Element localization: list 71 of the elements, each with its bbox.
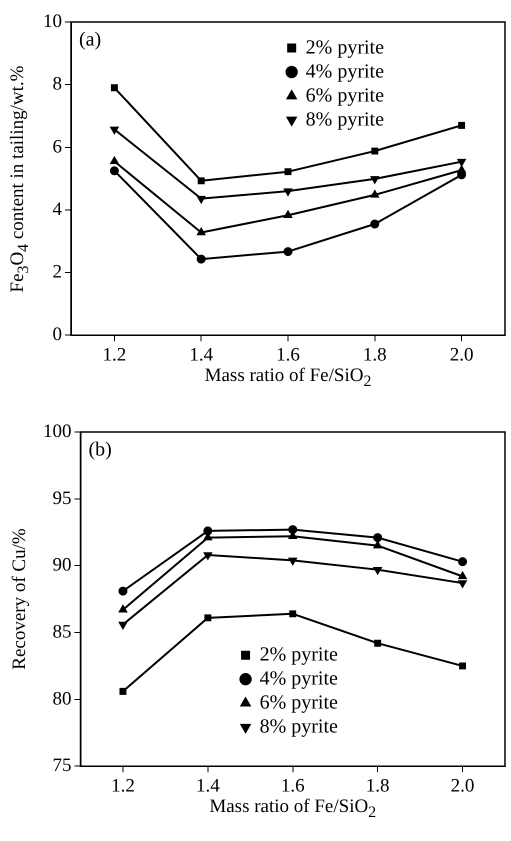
point [110, 126, 118, 134]
point [204, 552, 212, 560]
y-tick-label: 75 [52, 755, 72, 776]
point [198, 177, 205, 184]
legend-label: 6% pyrite [306, 84, 384, 106]
point [203, 526, 212, 536]
point [458, 122, 466, 129]
y-tick-label: 95 [52, 488, 72, 509]
x-tick-label: 1.4 [196, 776, 220, 797]
point [458, 158, 466, 166]
x-axis-title: Mass ratio of Fe/SiO$_{2}$ [204, 365, 372, 391]
point [288, 525, 298, 534]
x-tick-label: 2.0 [450, 776, 474, 797]
point [370, 190, 379, 198]
y-tick-label: 80 [52, 688, 72, 710]
point [458, 572, 467, 580]
x-axis-title: Mass ratio of Fe/SiO$_{2}$ [209, 796, 376, 822]
y-tick-label: 90 [52, 554, 72, 576]
annotation: (b) [88, 438, 112, 460]
legend-label: 8% pyrite [260, 715, 338, 738]
y-tick-label: 0 [52, 324, 62, 346]
point [373, 533, 382, 542]
legend-label: 6% pyrite [260, 691, 338, 714]
legend-label: 2% pyrite [260, 643, 338, 666]
point [110, 84, 118, 92]
point [110, 166, 119, 176]
point [284, 247, 292, 256]
legend-label: 8% pyrite [306, 108, 384, 130]
point [288, 558, 297, 565]
x-tick-label: 1.8 [362, 344, 387, 366]
y-tick-label: 6 [52, 136, 62, 158]
point [458, 557, 468, 566]
point [374, 640, 382, 647]
point [374, 566, 382, 574]
point [374, 541, 382, 548]
point [119, 688, 126, 695]
y-tick-label: 8 [52, 74, 62, 95]
point [284, 210, 292, 218]
point [204, 614, 212, 622]
point [284, 188, 292, 196]
x-tick-label: 1.2 [102, 344, 126, 366]
x-tick-label: 1.2 [111, 776, 135, 797]
point [118, 605, 127, 613]
x-tick-label: 1.6 [280, 776, 305, 797]
point [458, 580, 467, 588]
point [289, 610, 296, 618]
point [370, 176, 379, 184]
point [118, 586, 128, 596]
y-tick-label: 10 [43, 10, 62, 32]
legend-label: 2% pyrite [306, 36, 384, 58]
point [459, 662, 466, 670]
x-tick-label: 1.8 [366, 776, 390, 797]
y-tick-label: 4 [52, 198, 62, 220]
legend-label: 4% pyrite [260, 667, 338, 690]
x-tick-label: 1.4 [189, 344, 214, 366]
point [197, 196, 206, 204]
point [110, 156, 118, 164]
point [197, 228, 206, 236]
y-axis-title: Recovery of Cu/% [9, 528, 31, 670]
y-tick-label: 100 [43, 420, 72, 442]
y-tick-label: 85 [52, 622, 72, 643]
legend-label: 4% pyrite [306, 60, 384, 82]
point [118, 622, 127, 629]
annotation: (a) [79, 28, 102, 50]
x-tick-label: 2.0 [450, 344, 474, 366]
point [284, 168, 292, 176]
x-tick-label: 1.6 [276, 344, 300, 366]
y-tick-label: 2 [52, 262, 62, 283]
point [196, 254, 206, 264]
point [371, 148, 378, 155]
point [370, 220, 380, 229]
